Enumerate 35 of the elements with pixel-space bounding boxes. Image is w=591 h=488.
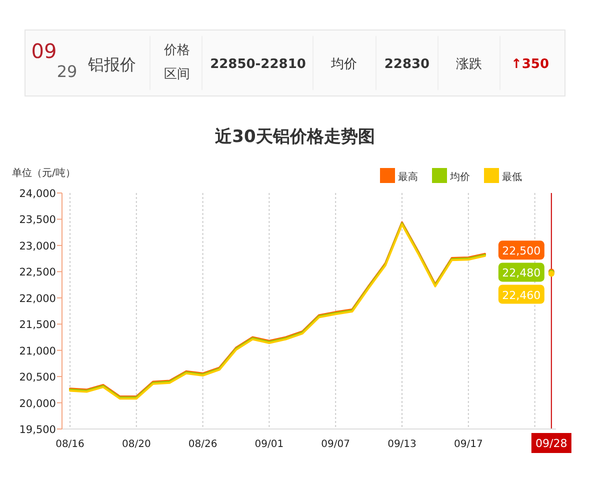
data-label: 22,460 — [502, 288, 541, 302]
y-tick-label: 22,000 — [19, 292, 56, 305]
x-tick-label: 09/07 — [321, 439, 350, 450]
x-tick-label: 09/28 — [536, 437, 568, 450]
data-label: 22,500 — [502, 244, 541, 258]
text: 价格区间 — [163, 43, 190, 82]
text: 22830 — [384, 57, 430, 72]
y-tick-label: 19,500 — [19, 424, 56, 436]
y-tick-label: 20,500 — [19, 372, 56, 384]
legend-label: 最高 — [398, 171, 418, 183]
text: 22850-22810 — [210, 57, 306, 72]
y-tick-label: 24,000 — [19, 188, 56, 200]
data-label: 22,480 — [502, 266, 541, 280]
x-tick-label: 08/26 — [188, 439, 218, 450]
text: 09 — [31, 39, 57, 63]
y-tick-label: 23,500 — [19, 214, 56, 226]
text: ↑350 — [510, 57, 550, 72]
text: 铝报价 — [87, 55, 136, 74]
legend-label: 最低 — [502, 172, 522, 183]
y-tick-label: 21,000 — [19, 345, 56, 358]
chart-title: 近30天铝价格走势图 — [214, 127, 375, 147]
y-tick-label: 23,000 — [19, 240, 56, 252]
x-tick-label: 09/01 — [254, 439, 284, 450]
x-tick-label: 09/17 — [454, 439, 483, 450]
text: 29 — [56, 62, 78, 81]
x-tick-label: 08/20 — [122, 439, 151, 450]
y-axis-title: 单位（元/吨） — [12, 167, 76, 179]
text: 涨跌 — [456, 57, 482, 72]
text: 均价 — [330, 57, 357, 72]
x-tick-label: 09/13 — [388, 439, 416, 450]
y-tick-label: 21,500 — [19, 319, 56, 332]
y-tick-label: 20,000 — [19, 398, 56, 410]
x-tick-label: 08/16 — [56, 439, 84, 450]
legend-label: 均价 — [449, 171, 470, 183]
y-tick-label: 22,500 — [19, 266, 56, 279]
